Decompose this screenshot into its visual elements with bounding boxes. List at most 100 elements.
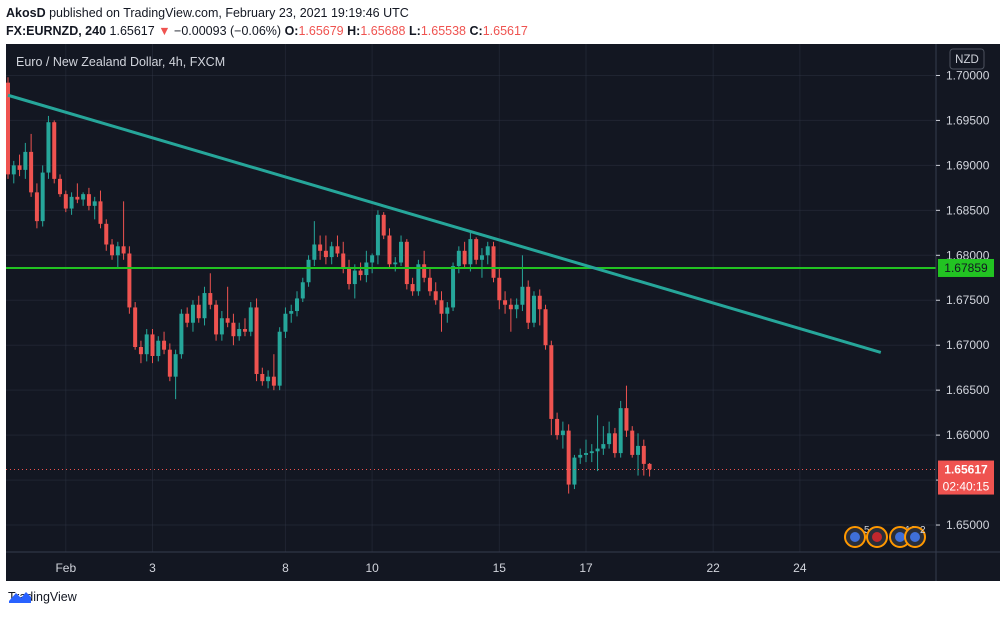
candle-body	[589, 451, 594, 454]
y-tick-label: 1.65000	[946, 518, 990, 532]
candle-body	[531, 295, 536, 323]
candle-body	[225, 318, 230, 323]
candle-body	[526, 286, 531, 323]
candle-body	[81, 194, 86, 200]
trendline[interactable]	[7, 93, 882, 354]
candle-body	[260, 373, 265, 382]
candle-body	[335, 246, 340, 254]
candle-body	[23, 151, 28, 170]
candle-body	[399, 241, 404, 263]
publish-info: published on TradingView.com, February 2…	[49, 6, 409, 20]
time-axis[interactable]: Feb 3 8 10 15 17 22 24	[55, 561, 806, 575]
candle-body	[283, 313, 288, 332]
candle-body	[208, 293, 213, 305]
current-price-tag: 1.65617 02:40:15	[938, 460, 994, 495]
ohlc-line: FX:EURNZD, 240 1.65617 ▼ −0.00093 (−0.06…	[6, 24, 528, 38]
candle-body	[167, 349, 172, 377]
economic-events[interactable]: 5 10 2	[844, 525, 926, 548]
author-name[interactable]: AkosD	[6, 6, 46, 20]
candle-body	[474, 239, 479, 260]
candle-body	[162, 340, 167, 350]
candle-body	[17, 165, 22, 170]
candle-body	[456, 250, 461, 267]
candle-body	[237, 329, 242, 337]
candle-body	[34, 192, 39, 222]
candle-body	[127, 253, 132, 308]
candle-body	[520, 286, 525, 305]
candle-body	[248, 307, 253, 332]
candle-body	[318, 244, 323, 251]
y-tick-label: 1.66500	[946, 383, 990, 397]
candle-body	[219, 318, 224, 335]
tradingview-logo-icon[interactable]	[8, 590, 32, 604]
level-price-tag: 1.67859	[938, 258, 994, 277]
candle-body	[445, 307, 450, 314]
currency-badge[interactable]: NZD	[949, 48, 985, 70]
candle-body	[266, 376, 271, 382]
candle-body	[295, 298, 299, 312]
candle-body	[133, 307, 138, 348]
candle-body	[196, 304, 201, 319]
candle-body	[387, 235, 392, 265]
event-count-3: 2	[920, 525, 926, 536]
candle-body	[543, 309, 548, 346]
candle-body	[485, 246, 490, 256]
nz-flag-icon	[872, 532, 882, 542]
candle-body	[138, 347, 143, 355]
candle-body	[612, 433, 617, 454]
candle-body	[329, 246, 334, 258]
candle-body	[202, 293, 207, 319]
candle-body	[439, 300, 444, 314]
candle-body	[566, 430, 571, 485]
candle-body	[433, 291, 438, 301]
candle-body	[601, 444, 606, 449]
candlestick-chart[interactable]: Euro / New Zealand Dollar, 4h, FXCM 1.65…	[6, 44, 1000, 581]
y-tick-label: 1.69500	[946, 113, 990, 127]
candle-body	[63, 194, 68, 209]
candle-body	[144, 334, 149, 355]
candle-body	[150, 334, 155, 356]
x-tick-label: 3	[149, 561, 156, 575]
candle-body	[555, 418, 560, 436]
candle-body	[595, 448, 600, 452]
candle-body	[306, 259, 311, 283]
y-tick-label: 1.67500	[946, 293, 990, 307]
candle-body	[300, 282, 305, 299]
candle-body	[231, 322, 236, 337]
candle-body	[271, 376, 276, 386]
candle-body	[115, 246, 120, 256]
candle-body	[451, 266, 456, 308]
candle-body	[86, 194, 91, 206]
bar-countdown: 02:40:15	[943, 480, 990, 494]
candle-body	[416, 264, 421, 292]
x-tick-label: 15	[493, 561, 507, 575]
candle-body	[393, 262, 398, 265]
y-tick-label: 1.67000	[946, 338, 990, 352]
price-axis[interactable]: 1.650001.655001.660001.665001.670001.675…	[936, 68, 990, 532]
candle-body	[514, 304, 519, 310]
candle-body	[347, 268, 352, 285]
candle-body	[624, 408, 629, 431]
candle-body	[341, 253, 346, 269]
x-tick-label: 10	[365, 561, 379, 575]
candle-body	[537, 295, 542, 310]
candle-body	[52, 122, 57, 179]
candle-body	[427, 277, 432, 292]
candle-body	[462, 250, 467, 265]
candle-body	[468, 239, 473, 265]
candle-body	[6, 82, 10, 175]
y-tick-label: 1.69000	[946, 158, 990, 172]
candle-body	[578, 454, 583, 458]
candle-body	[503, 300, 508, 305]
candle-body	[185, 313, 190, 323]
candle-body	[92, 201, 97, 206]
current-price-tag-text: 1.65617	[944, 463, 988, 477]
candle-body	[618, 408, 623, 454]
candle-body	[29, 151, 34, 193]
candle-body	[58, 178, 63, 195]
candle-body	[404, 241, 409, 285]
candle-body	[607, 433, 612, 445]
chart-area[interactable]: Euro / New Zealand Dollar, 4h, FXCM 1.65…	[6, 44, 1000, 581]
x-tick-label: 8	[282, 561, 289, 575]
close-label: C:	[469, 24, 483, 38]
